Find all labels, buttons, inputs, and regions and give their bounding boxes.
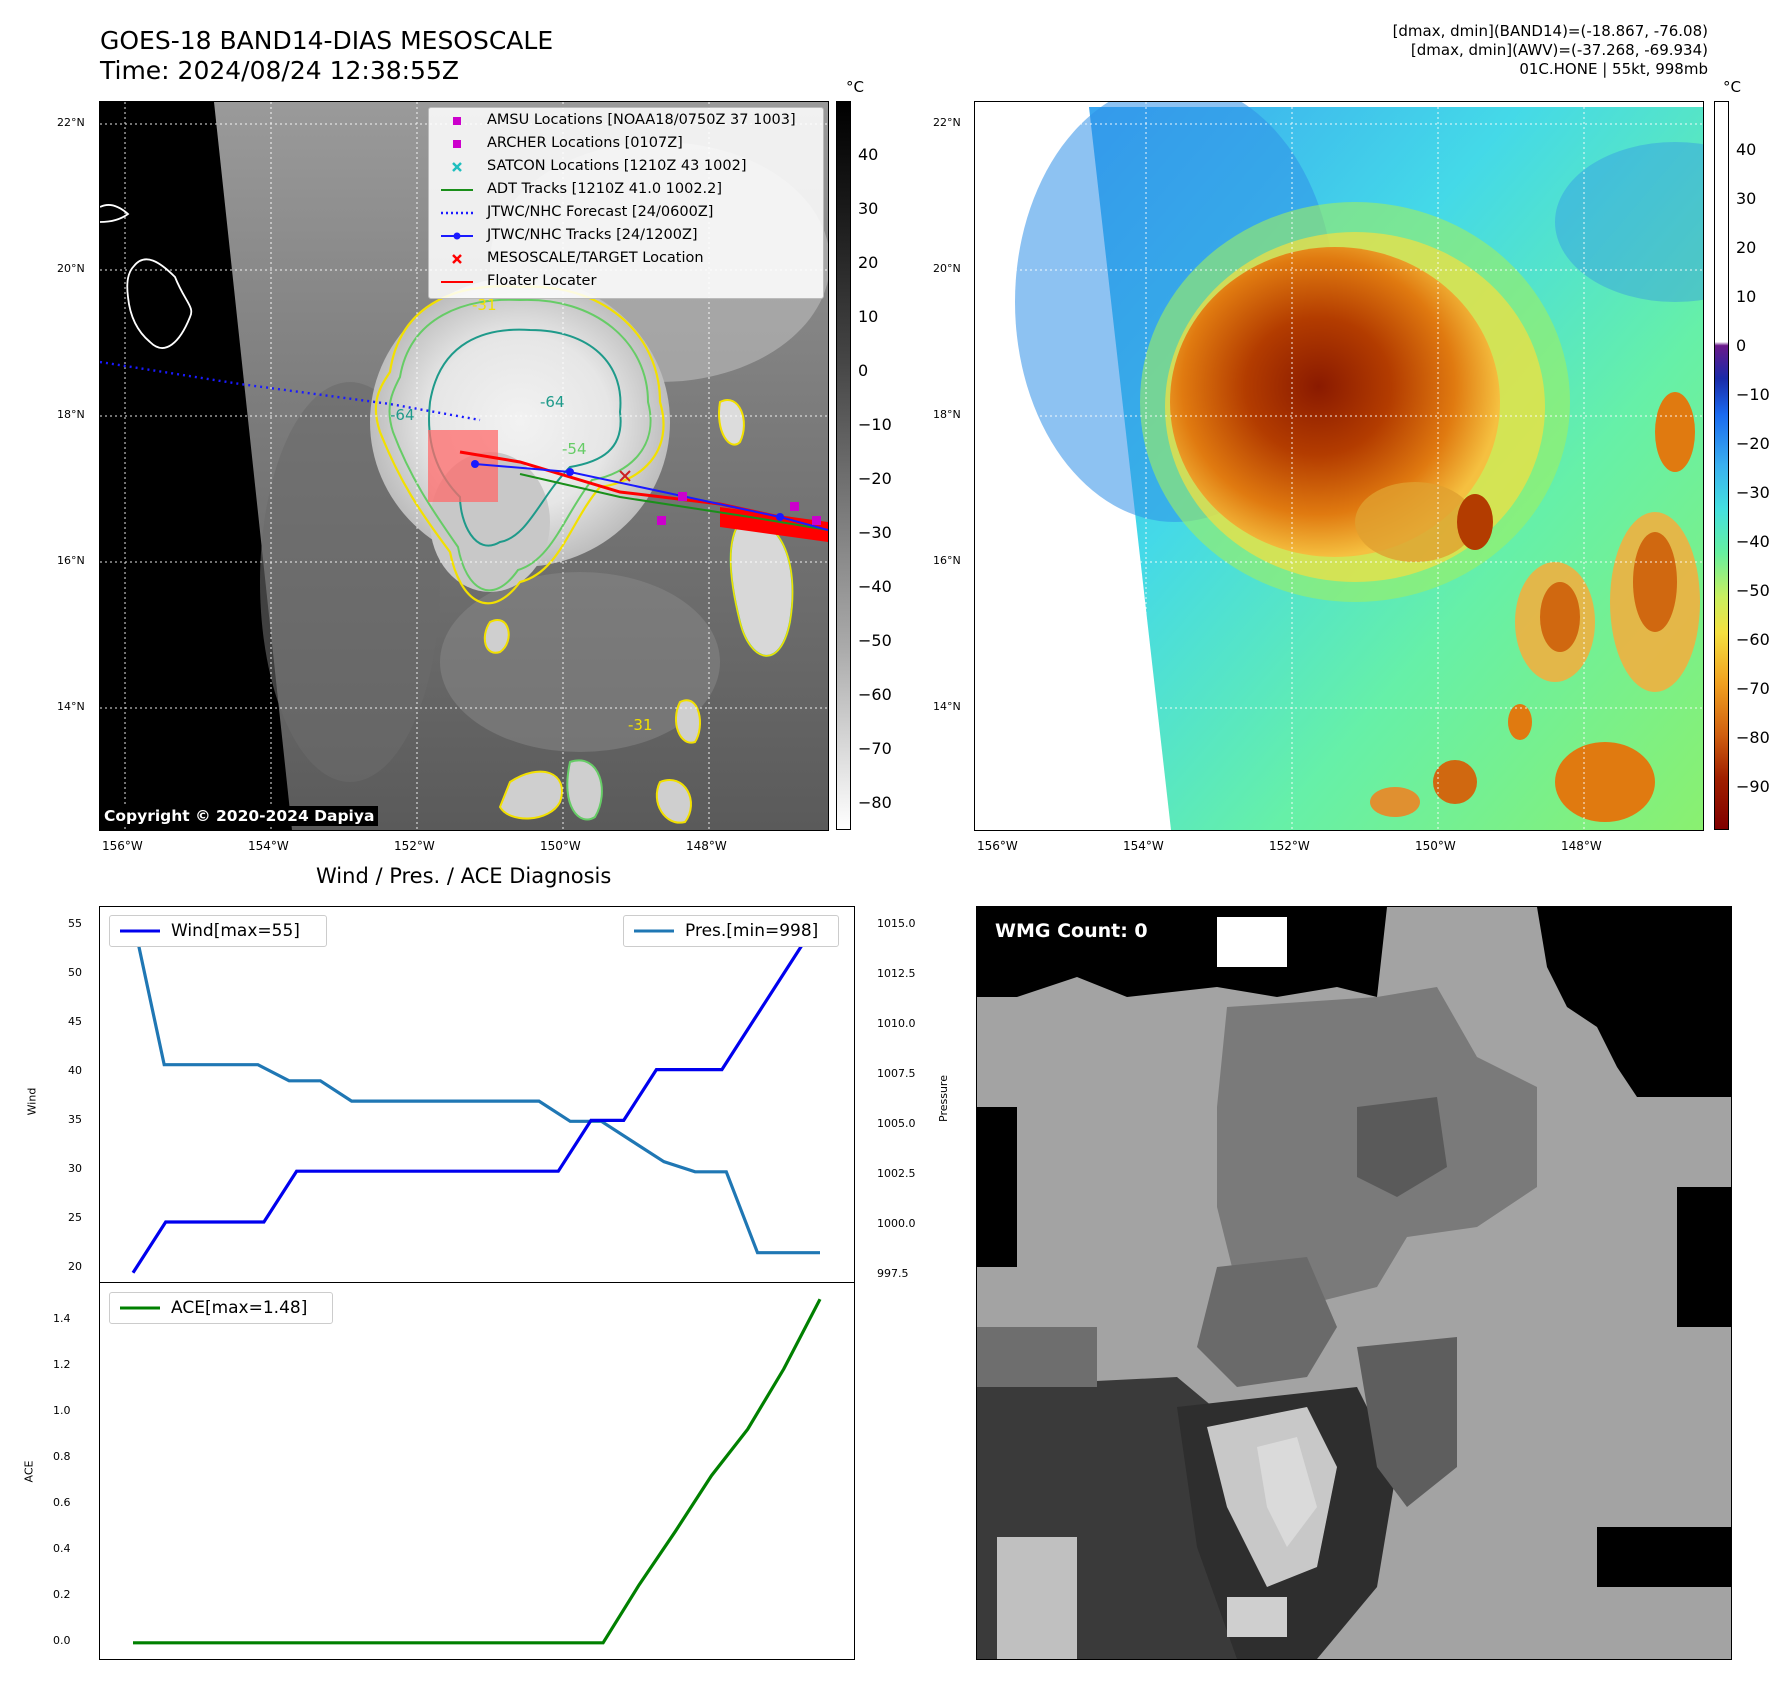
wmg-count-label: WMG Count: 0	[988, 918, 1155, 944]
ir-lat-18: 18°N	[57, 408, 85, 421]
ir-colorbar	[836, 101, 851, 830]
contour-label-3: -54	[562, 440, 587, 458]
figure-title: GOES-18 BAND14-DIAS MESOSCALE Time: 2024…	[100, 26, 553, 86]
wv-gridlines	[975, 102, 1703, 830]
ir-lon-148: 148°W	[686, 839, 727, 853]
title-line-2: Time: 2024/08/24 12:38:55Z	[100, 56, 459, 85]
ace-ylabel: ACE	[22, 1460, 36, 1483]
pressure-series-line	[131, 918, 820, 1255]
pressure-ylabel: Pressure	[936, 1075, 950, 1122]
wind-ylabel: Wind	[25, 1087, 39, 1116]
wv-lat-18: 18°N	[933, 408, 961, 421]
wv-lon-152: 152°W	[1269, 839, 1310, 853]
archer-marker	[678, 492, 687, 501]
hawaii-coastline	[126, 258, 193, 349]
wv-lon-154: 154°W	[1123, 839, 1164, 853]
adt-track	[519, 473, 828, 531]
stats-line-2: [dmax, dmin](AWV)=(-37.268, -69.934)	[1410, 41, 1708, 59]
wv-lon-148: 148°W	[1561, 839, 1602, 853]
map-legend: AMSU Locations [NOAA18/0750Z 37 1003] AR…	[428, 107, 824, 299]
jtwc-nhc-track	[474, 463, 828, 531]
ace-series-line	[133, 1298, 822, 1645]
wv-colorbar	[1714, 101, 1729, 830]
mesoscale-target-marker	[619, 470, 631, 482]
ir-lon-156: 156°W	[102, 839, 143, 853]
mesoscale-target-box	[428, 430, 498, 502]
ir-lat-22: 22°N	[57, 116, 85, 129]
wv-map-panel	[974, 101, 1704, 831]
wv-map	[975, 102, 1703, 830]
ir-lon-150: 150°W	[540, 839, 581, 853]
ace-legend: ACE[max=1.48]	[109, 1292, 333, 1324]
ir-lat-16: 16°N	[57, 554, 85, 567]
ir-colorbar-unit: °C	[846, 78, 864, 96]
wv-lat-20: 20°N	[933, 262, 961, 275]
wind-series-line	[131, 916, 822, 1274]
wind-legend: Wind[max=55]	[109, 915, 327, 947]
diagnosis-title: Wind / Pres. / ACE Diagnosis	[316, 864, 612, 888]
wv-lat-14: 14°N	[933, 700, 961, 713]
stats-block: [dmax, dmin](BAND14)=(-18.867, -76.08) […	[1393, 22, 1708, 79]
ir-lat-20: 20°N	[57, 262, 85, 275]
wv-lat-22: 22°N	[933, 116, 961, 129]
contour-label-5: -31	[628, 716, 653, 734]
wv-lon-150: 150°W	[1415, 839, 1456, 853]
ir-lon-152: 152°W	[394, 839, 435, 853]
wind-pressure-svg	[131, 916, 822, 1274]
ace-svg	[133, 1298, 822, 1645]
pressure-legend: Pres.[min=998]	[623, 915, 839, 947]
wv-colorbar-unit: °C	[1723, 78, 1741, 96]
stats-line-1: [dmax, dmin](BAND14)=(-18.867, -76.08)	[1392, 22, 1708, 40]
wv-lat-16: 16°N	[933, 554, 961, 567]
amsu-marker	[657, 516, 666, 525]
wmg-panel	[976, 906, 1732, 1660]
title-line-1: GOES-18 BAND14-DIAS MESOSCALE	[100, 26, 554, 55]
copyright-label: Copyright © 2020-2024 Dapiya	[100, 806, 379, 826]
contour-label-4: -64	[390, 406, 415, 424]
wv-lon-156: 156°W	[977, 839, 1018, 853]
ir-lon-154: 154°W	[248, 839, 289, 853]
ace-plot	[99, 1282, 855, 1660]
wind-pressure-plot	[99, 906, 855, 1284]
stats-line-3: 01C.HONE | 55kt, 998mb	[1519, 60, 1708, 78]
ir-lat-14: 14°N	[57, 700, 85, 713]
jtwc-forecast-track	[100, 360, 481, 422]
wmg-image	[977, 907, 1731, 1659]
contour-label-1: -31	[472, 296, 497, 314]
contour-label-2: -64	[540, 393, 565, 411]
wv-storm-core	[1170, 247, 1500, 557]
